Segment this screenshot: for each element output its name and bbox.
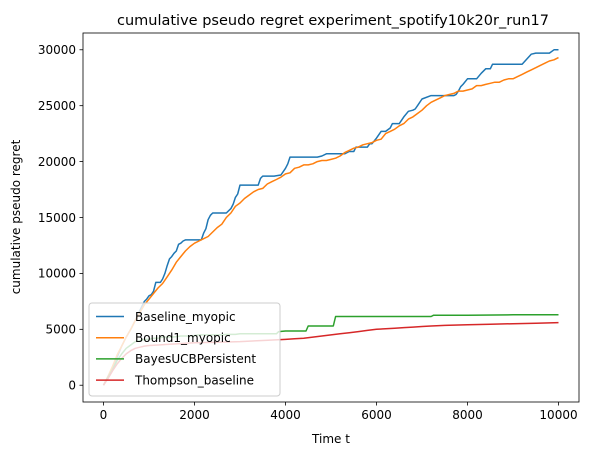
legend: Baseline_myopic Bound1_myopic BayesUCBPers… (88, 302, 281, 397)
x-tick-label: 2000 (179, 408, 210, 422)
plot-frame (82, 32, 580, 403)
chart-title: cumulative pseudo regret experiment_spot… (117, 13, 549, 29)
y-tick-label: 10000 (38, 267, 76, 281)
legend-label-1: Bound1_myopic (135, 331, 231, 345)
y-tick-label: 15000 (38, 211, 76, 225)
y-axis-label: cumulative pseudo regret (9, 139, 23, 294)
x-tick-label: 10000 (539, 408, 577, 422)
x-axis-label: Time t (311, 432, 350, 446)
y-tick-label: 0 (68, 379, 76, 393)
legend-box (88, 302, 281, 397)
x-tick-label: 8000 (452, 408, 483, 422)
legend-label-0: Baseline_myopic (135, 310, 236, 324)
series-line-1 (102, 56, 559, 386)
x-tick-label: 0 (100, 408, 108, 422)
x-tick-label: 4000 (270, 408, 301, 422)
legend-label-2: BayesUCBPersistent (135, 352, 256, 366)
y-tick-label: 30000 (38, 43, 76, 57)
y-tick-label: 20000 (38, 155, 76, 169)
x-axis-ticks: 0 2000 4000 6000 8000 10000 (100, 402, 578, 422)
y-tick-label: 5000 (45, 323, 76, 337)
y-axis-ticks: 0 5000 10000 15000 20000 25000 30000 (38, 43, 83, 393)
legend-label-3: Thompson_baseline (134, 373, 254, 387)
x-tick-label: 6000 (361, 408, 392, 422)
y-tick-label: 25000 (38, 99, 76, 113)
